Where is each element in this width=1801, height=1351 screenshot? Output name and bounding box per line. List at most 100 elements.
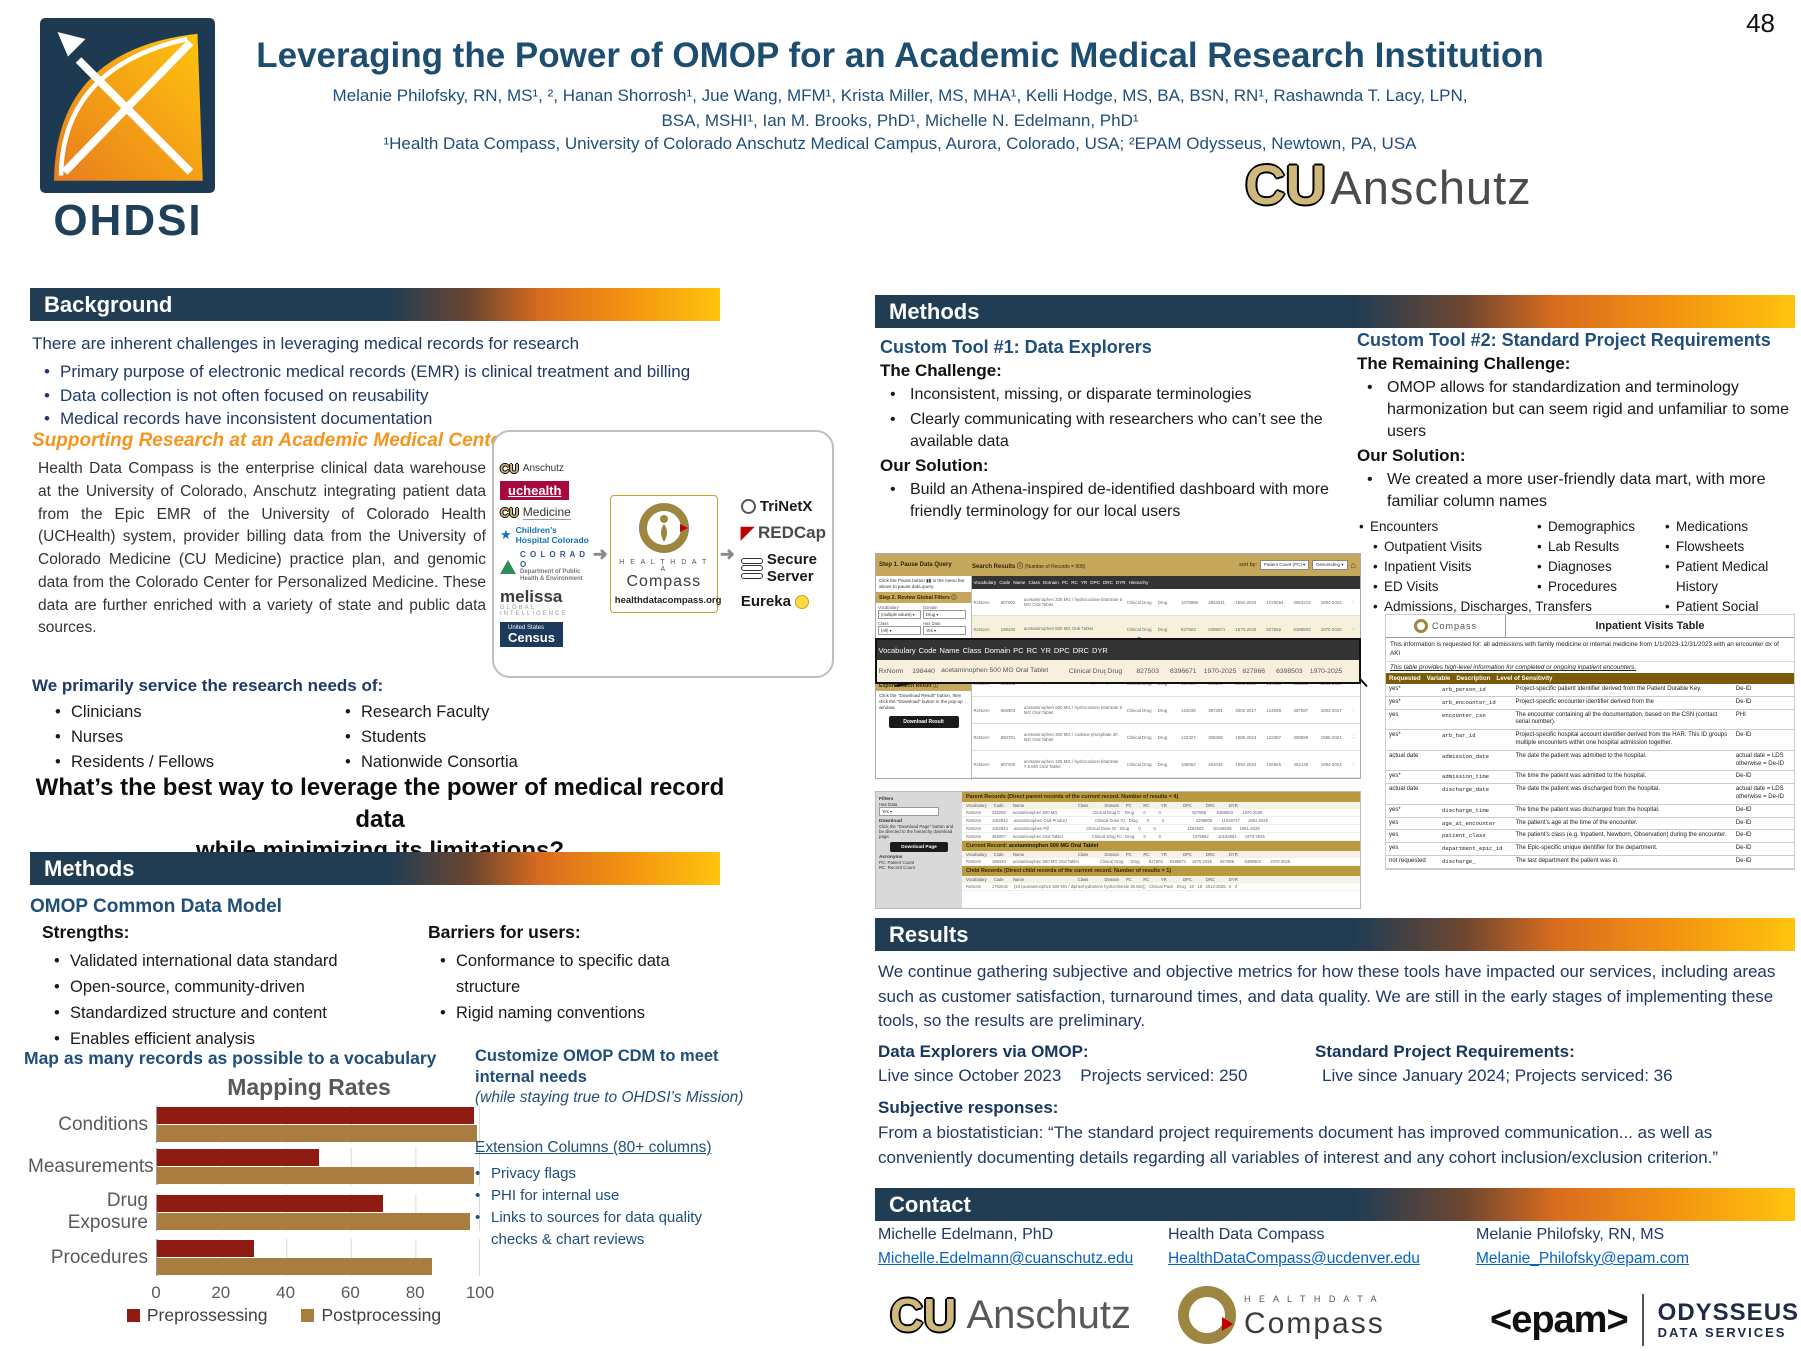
parent-row[interactable]: RxNorm 315266 acetaminophen 500 MG Clini…: [962, 809, 1360, 817]
filter-dropdown[interactable]: Domain Drug ▾: [923, 605, 966, 620]
encounters-list: Encounters: [1357, 517, 1535, 537]
child-records-header: Child Records (Direct child records of t…: [962, 866, 1360, 876]
acronyms-label: Acronyms: [879, 855, 903, 860]
footer-epam-logo: <epam> ODYSSEUS DATA SERVICES: [1490, 1294, 1799, 1346]
chart-tick-label: 40: [276, 1283, 296, 1302]
results-column-header: RC: [1071, 580, 1078, 585]
compass-mini-logo: Compass: [1386, 615, 1506, 637]
contact-entry: Michelle Edelmann, PhD Michelle.Edelmann…: [878, 1226, 1133, 1268]
download-page-button[interactable]: Download Page: [890, 842, 948, 852]
parent-row[interactable]: RxNorm 369097 acetaminophen Oral Tablet …: [962, 833, 1360, 841]
parent-row[interactable]: RxNorm 1152842 acetaminophen Oral Produc…: [962, 817, 1360, 825]
chart-rows: Conditions Measurements Drug Exposure Proce…: [28, 1106, 480, 1276]
poster-title: Leveraging the Power of OMOP for an Acad…: [256, 36, 1544, 75]
parent-row[interactable]: RxNorm 1152843 acetaminophen Pill Clinic…: [962, 825, 1360, 833]
results-row[interactable]: RxNorm 856903 acetaminophen 500 MG / hydr…: [972, 697, 1360, 724]
results-column-header: Domain: [1042, 580, 1059, 585]
step1-label: Step 1. Pause Data Query: [879, 562, 952, 568]
service-item: Students: [345, 725, 625, 750]
cu-monogram-icon: CU: [500, 461, 519, 477]
cu-anschutz-logo: CU Anschutz: [1245, 152, 1532, 217]
service-item: Nationwide Consortia: [345, 750, 625, 775]
hierarchy-icon[interactable]: ∴: [1351, 761, 1355, 766]
column-name-item: Encounters: [1357, 517, 1535, 537]
download-result-button[interactable]: Download Result: [888, 716, 959, 729]
inpatient-column-header: Level of Sensitivity: [1496, 675, 1553, 682]
strength-item: Standardized structure and content: [54, 1000, 394, 1026]
results-column-header: DRC: [1102, 580, 1113, 585]
colorado-triangle-icon: [500, 559, 516, 574]
legend-swatch-icon: [301, 1309, 315, 1322]
results-row[interactable]: RxNorm 857002 acetaminophen 325 MG / hydr…: [972, 589, 1360, 616]
inpatient-row: actual date discharge_date The date the …: [1386, 784, 1794, 805]
hierarchy-icon[interactable]: ∴: [1351, 599, 1355, 604]
inpatient-table-title: Inpatient Visits Table: [1595, 620, 1705, 632]
callout-column-header: Domain: [984, 645, 1011, 655]
results-column-header: Name: [1013, 580, 1026, 585]
authors-line-1: Melanie Philofsky, RN, MS¹, ², Hanan Sho…: [332, 86, 1468, 105]
subjective-heading: Subjective responses:: [878, 1098, 1059, 1117]
filter-dropdown[interactable]: Vocabulary (multiple values) ▾: [878, 605, 921, 620]
contact-email-link[interactable]: Michelle.Edelmann@cuanschutz.edu: [878, 1250, 1134, 1267]
tool1-solution-item: Build an Athena-inspired de-identified d…: [880, 479, 1358, 523]
filter-dropdown[interactable]: Has Data Yes ▾: [923, 621, 966, 636]
mini-columns: Vocabulary Code Name Class Domain PC RC …: [962, 802, 1360, 809]
search-results-label: Search Results ⓘ (Number of Records = 90…: [972, 563, 1086, 570]
callout-header: Vocabulary Code Name Class Domain PC RC YR DPC DR…: [877, 640, 1359, 660]
chart-category-label: Drug Exposure: [67, 1190, 148, 1233]
column-name-item: Outpatient Visits: [1371, 537, 1535, 557]
background-bullet: Medical records have inconsistent docume…: [44, 407, 724, 431]
filter-dropdown[interactable]: Class (All) ▾: [878, 621, 921, 636]
inpatient-row: yes* admission_time The time the patient…: [1386, 771, 1794, 785]
download-note: Click the "Download Page" button and be …: [879, 824, 954, 839]
hasdata-label: Has Data: [879, 802, 898, 807]
child-row[interactable]: RxNorm 1792041 {24 (acetaminophen 500 MG…: [962, 883, 1360, 891]
customize-heading: Customize OMOP CDM to meet internal need…: [475, 1047, 719, 1087]
hasdata-dropdown[interactable]: Yes ▾: [879, 807, 939, 816]
inpatient-rows: yes* arb_person_id Project-specific pati…: [1386, 684, 1794, 869]
chart-tick-label: 100: [465, 1283, 495, 1302]
contact-email-link[interactable]: Melanie_Philofsky@epam.com: [1476, 1250, 1690, 1267]
hierarchy-icon[interactable]: ∴: [1351, 626, 1355, 631]
contact-name: Health Data Compass: [1168, 1226, 1325, 1243]
chart-tick-label: 60: [340, 1283, 360, 1302]
column-name-item: Inpatient Visits: [1371, 557, 1535, 577]
tool1-challenge-list: Inconsistent, missing, or disparate term…: [880, 384, 1358, 453]
extension-list: Privacy flagsPHI for internal useLinks t…: [475, 1163, 747, 1251]
affiliation: ¹Health Data Compass, University of Colo…: [383, 134, 1417, 153]
inpatient-column-header: Description: [1456, 675, 1491, 682]
strength-item: Open-source, community-driven: [54, 974, 394, 1000]
sort-direction-dropdown[interactable]: Descending ▾: [1312, 560, 1348, 570]
inpatient-request-note: This information is requested for: all a…: [1386, 638, 1794, 662]
service-item: Residents / Fellows: [55, 750, 315, 775]
column-name-item: Patient Medical History: [1663, 557, 1799, 597]
step2-label: Step 2. Review Global Filters ⓘ: [876, 592, 971, 604]
sort-field-dropdown[interactable]: Patient Count (PC) ▾: [1260, 560, 1310, 570]
footer-cu-anschutz-logo: CU Anschutz: [890, 1288, 1131, 1342]
diagram-sources: CU Anschutz uchealth CU Medicine ★ Children…: [500, 461, 591, 647]
ohdsi-logo-icon: [40, 18, 215, 193]
results-row[interactable]: RxNorm 857005 acetaminophen 325 MG / hydr…: [972, 751, 1360, 778]
hierarchy-icon[interactable]: ∴: [1351, 734, 1355, 739]
export-note: Click the "Download Result" button, then…: [879, 692, 963, 711]
compass-word: Compass: [626, 573, 702, 590]
results-col2-heading: Standard Project Requirements:: [1315, 1042, 1575, 1061]
hierarchy-icon[interactable]: ∴: [1351, 707, 1355, 712]
callout-column-header: DRC: [1072, 645, 1089, 655]
contact-email-link[interactable]: HealthDataCompass@ucdenver.edu: [1168, 1250, 1420, 1267]
results-column-header: YR: [1080, 580, 1088, 585]
background-bullet: Primary purpose of electronic medical re…: [44, 360, 724, 384]
chart-tick-label: 20: [211, 1283, 231, 1302]
tool2-challenge-label: The Remaining Challenge:: [1357, 354, 1571, 373]
callout-column-header: Vocabulary: [878, 645, 916, 655]
cu-monogram-icon: CU: [890, 1289, 957, 1341]
column-name-item: Procedures: [1535, 577, 1663, 597]
home-icon[interactable]: ⌂: [1350, 560, 1356, 570]
compass-ring-icon: [1413, 619, 1428, 633]
strength-item: Validated international data standard: [54, 948, 394, 974]
callout-column-header: RC: [1026, 645, 1038, 655]
bar-preprossessing-procedures: [157, 1240, 254, 1257]
results-row[interactable]: RxNorm 993781 acetaminophen 300 MG / code…: [972, 724, 1360, 751]
compass-word: Compass: [1244, 1307, 1385, 1340]
callout-column-header: Code: [918, 645, 937, 655]
